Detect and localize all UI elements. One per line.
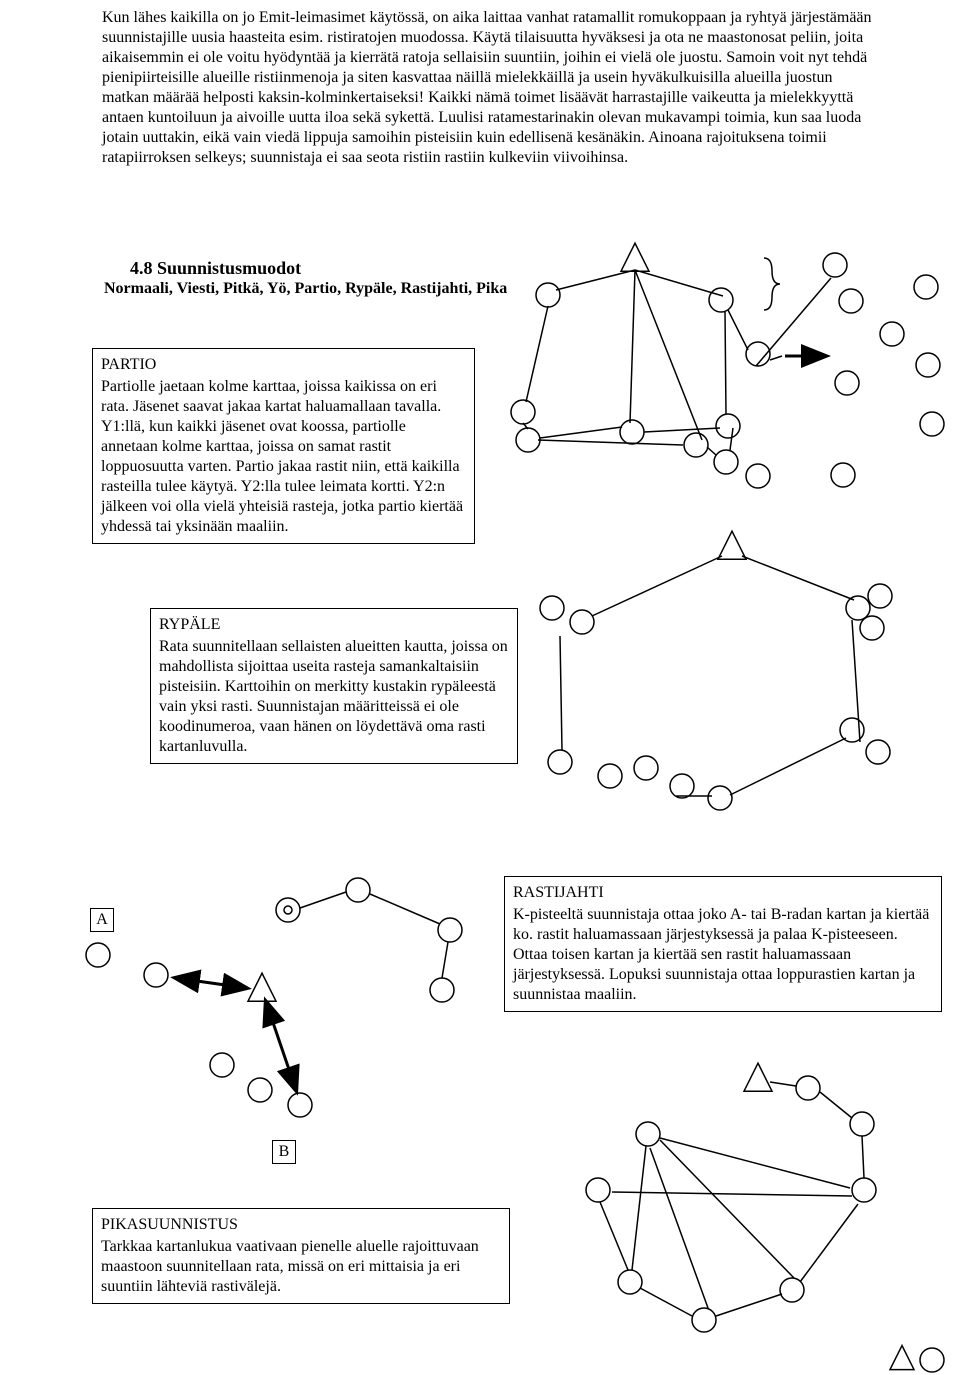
- course-line: [660, 1138, 850, 1188]
- control-point-icon: [210, 1053, 234, 1077]
- control-point-icon: [288, 1093, 312, 1117]
- control-point-icon: [86, 943, 110, 967]
- control-point-icon: [511, 400, 535, 424]
- control-point-icon: [670, 774, 694, 798]
- course-line: [730, 428, 733, 450]
- course-line: [707, 447, 716, 455]
- course-line: [660, 1140, 794, 1278]
- course-line: [592, 556, 722, 616]
- course-line: [770, 356, 782, 360]
- course-line: [742, 556, 854, 600]
- course-line: [725, 312, 726, 414]
- start-triangle-icon: [890, 1346, 914, 1370]
- course-line: [630, 270, 635, 423]
- control-point-icon: [850, 1112, 874, 1136]
- course-line: [560, 636, 562, 750]
- control-point-icon: [618, 1270, 642, 1294]
- control-point-icon: [598, 764, 622, 788]
- start-triangle-icon: [744, 1063, 772, 1091]
- brace-icon: [764, 258, 780, 310]
- control-point-icon: [796, 1076, 820, 1100]
- control-point-icon: [636, 1122, 660, 1146]
- control-point-icon: [868, 584, 892, 608]
- course-line: [632, 1146, 646, 1270]
- course-line: [300, 892, 346, 908]
- course-line: [442, 942, 448, 978]
- course-line: [635, 270, 723, 296]
- control-point-icon: [346, 878, 370, 902]
- course-line: [600, 1202, 628, 1270]
- control-point-icon: [586, 1178, 610, 1202]
- control-point-icon: [839, 289, 863, 313]
- k-point-inner-icon: [284, 906, 292, 914]
- course-line: [266, 1002, 296, 1090]
- control-point-icon: [536, 283, 560, 307]
- control-point-icon: [634, 756, 658, 780]
- control-point-icon: [835, 371, 859, 395]
- control-point-icon: [714, 450, 738, 474]
- course-line: [556, 270, 635, 290]
- control-point-icon: [916, 353, 940, 377]
- control-point-icon: [248, 1078, 272, 1102]
- course-line: [650, 1148, 708, 1308]
- control-point-icon: [709, 288, 733, 312]
- control-point-icon: [276, 898, 300, 922]
- course-line: [538, 440, 683, 445]
- control-point-icon: [570, 610, 594, 634]
- control-point-icon: [540, 596, 564, 620]
- control-point-icon: [831, 463, 855, 487]
- course-line: [862, 1136, 864, 1178]
- control-point-icon: [430, 978, 454, 1002]
- control-point-icon: [684, 433, 708, 457]
- course-line: [526, 306, 548, 402]
- start-triangle-icon: [621, 243, 649, 271]
- course-line: [852, 620, 860, 742]
- control-point-icon: [746, 464, 770, 488]
- control-point-icon: [516, 428, 540, 452]
- course-line: [820, 1092, 852, 1118]
- course-line: [644, 428, 720, 432]
- diagrams-overlay: [0, 0, 960, 1375]
- course-line: [612, 1192, 852, 1196]
- control-point-icon: [144, 963, 168, 987]
- control-point-icon: [860, 616, 884, 640]
- start-triangle-icon: [718, 531, 746, 559]
- course-line: [640, 1288, 692, 1316]
- control-point-icon: [692, 1308, 716, 1332]
- course-line: [756, 278, 831, 366]
- control-point-icon: [823, 253, 847, 277]
- control-point-icon: [880, 322, 904, 346]
- control-point-icon: [708, 786, 732, 810]
- course-line: [716, 1294, 782, 1316]
- course-line: [540, 427, 622, 438]
- start-triangle-icon: [248, 973, 276, 1001]
- control-point-icon: [920, 412, 944, 436]
- control-point-icon: [920, 1348, 944, 1372]
- control-point-icon: [846, 596, 870, 620]
- course-line: [728, 310, 748, 350]
- control-point-icon: [548, 750, 572, 774]
- course-line: [770, 1082, 796, 1086]
- control-point-icon: [866, 740, 890, 764]
- control-point-icon: [620, 420, 644, 444]
- course-line: [176, 978, 246, 988]
- control-point-icon: [716, 414, 740, 438]
- course-line: [800, 1204, 858, 1282]
- control-point-icon: [914, 275, 938, 299]
- course-line: [370, 894, 440, 924]
- course-line: [730, 738, 846, 795]
- course-line: [635, 270, 702, 440]
- page: Kun lähes kaikilla on jo Emit-leimasimet…: [0, 0, 960, 1375]
- control-point-icon: [852, 1178, 876, 1202]
- control-point-icon: [438, 918, 462, 942]
